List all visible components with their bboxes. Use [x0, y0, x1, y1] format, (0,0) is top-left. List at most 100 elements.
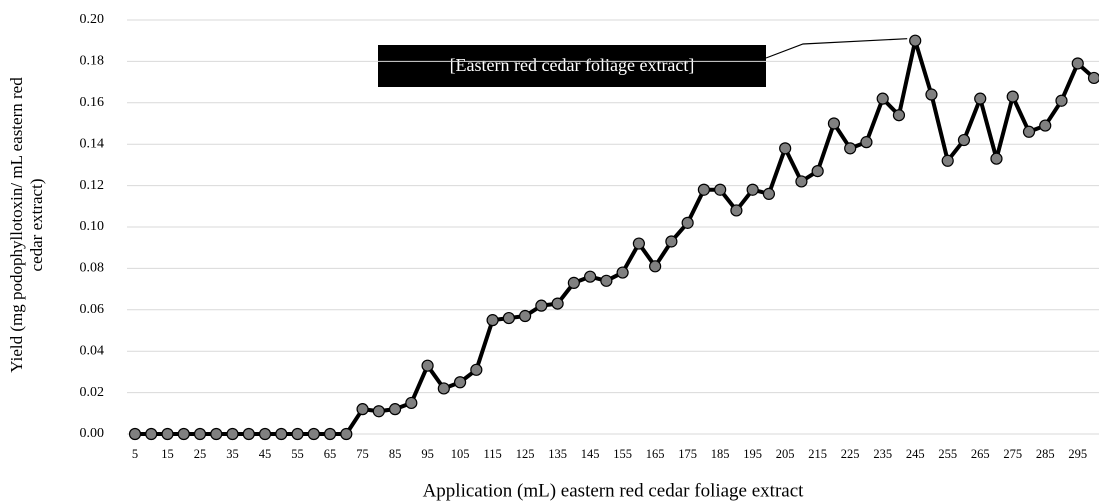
marker [584, 270, 597, 283]
marker [307, 427, 320, 441]
x-tick-label: 105 [451, 447, 470, 461]
x-tick-label: 235 [873, 447, 892, 461]
marker [1039, 119, 1052, 132]
marker [388, 403, 402, 416]
marker [1087, 71, 1099, 85]
marker [1006, 90, 1019, 103]
y-tick-label: 0.02 [80, 385, 105, 400]
marker [957, 133, 971, 147]
x-tick-label: 275 [1003, 447, 1022, 461]
line [135, 38, 1096, 436]
marker [827, 117, 841, 130]
x-tick-label: 125 [516, 447, 535, 461]
marker [730, 204, 743, 217]
marker [551, 297, 564, 310]
marker [356, 403, 369, 416]
marker [974, 92, 987, 105]
marker [502, 311, 515, 325]
marker [762, 187, 776, 200]
marker [665, 235, 678, 248]
marker [567, 276, 580, 289]
x-tick-label: 25 [194, 447, 207, 461]
marker [145, 427, 158, 441]
marker [340, 427, 353, 441]
marker [421, 359, 434, 372]
marker [714, 183, 727, 196]
x-tick-label: 85 [389, 447, 402, 461]
x-tick-label: 15 [161, 447, 174, 461]
marker [193, 427, 207, 441]
x-tick-label: 285 [1036, 447, 1055, 461]
marker [844, 142, 857, 155]
marker [372, 405, 385, 418]
marker [909, 34, 922, 47]
y-tick-label: 0.18 [80, 54, 105, 69]
marker [1071, 57, 1084, 70]
marker [242, 427, 255, 441]
y-tick-label: 0.16 [80, 95, 105, 110]
marker [990, 152, 1003, 165]
marker [697, 183, 710, 196]
marker [600, 274, 613, 287]
x-tick-label: 155 [613, 447, 632, 461]
x-tick-label: 55 [291, 447, 304, 461]
y-axis-title: Yield (mg podophyllotoxin/ mL eastern re… [7, 77, 26, 373]
y-tick-label: 0.14 [80, 136, 105, 151]
x-tick-label: 165 [646, 447, 665, 461]
marker [1055, 94, 1068, 107]
y-tick-label: 0.06 [80, 302, 105, 317]
x-tick-label: 255 [938, 447, 957, 461]
annotation: [Eastern red cedar foliage extract] [450, 55, 695, 75]
marker [161, 427, 174, 441]
marker [616, 266, 629, 279]
marker [437, 382, 450, 395]
x-tick-label: 5 [132, 447, 138, 461]
x-tick-label: 225 [841, 447, 860, 461]
marker [470, 363, 483, 376]
marker [811, 165, 824, 178]
marker [291, 427, 304, 441]
marker [681, 216, 694, 229]
annotation-leader [765, 38, 908, 59]
marker [323, 427, 337, 441]
marker [649, 260, 662, 273]
y-tick-label: 0.20 [80, 12, 105, 27]
x-tick-label: 115 [483, 447, 501, 461]
marker [177, 427, 190, 441]
x-tick-label: 145 [581, 447, 600, 461]
y-tick-label: 0.08 [80, 261, 105, 276]
x-tick-label: 265 [971, 447, 990, 461]
marker [892, 109, 906, 122]
marker [258, 427, 272, 441]
marker [779, 142, 792, 155]
x-tick-label: 65 [324, 447, 337, 461]
marker [1022, 125, 1036, 138]
marker [275, 427, 288, 441]
marker [860, 136, 873, 149]
marker [795, 175, 808, 188]
marker [128, 427, 142, 441]
x-tick-label: 295 [1068, 447, 1087, 461]
x-tick-label: 45 [259, 447, 272, 461]
y-tick-label: 0.00 [80, 426, 105, 441]
x-tick-label: 205 [776, 447, 795, 461]
y-axis-title: cedar extract) [27, 179, 46, 272]
x-tick-label: 185 [711, 447, 730, 461]
marker [941, 154, 954, 167]
y-tick-label: 0.10 [80, 219, 105, 234]
x-tick-label: 175 [678, 447, 697, 461]
x-tick-label: 135 [548, 447, 567, 461]
marker [486, 314, 499, 327]
y-tick-label: 0.12 [80, 178, 105, 193]
x-axis-title: Application (mL) eastern red cedar folia… [423, 480, 805, 501]
x-tick-label: 195 [743, 447, 762, 461]
x-tick-label: 35 [226, 447, 239, 461]
marker [453, 376, 467, 389]
marker [405, 396, 418, 410]
y-tick-label: 0.04 [80, 343, 105, 358]
marker [746, 183, 759, 196]
marker [925, 88, 938, 101]
marker [876, 92, 889, 105]
x-tick-label: 75 [356, 447, 369, 461]
